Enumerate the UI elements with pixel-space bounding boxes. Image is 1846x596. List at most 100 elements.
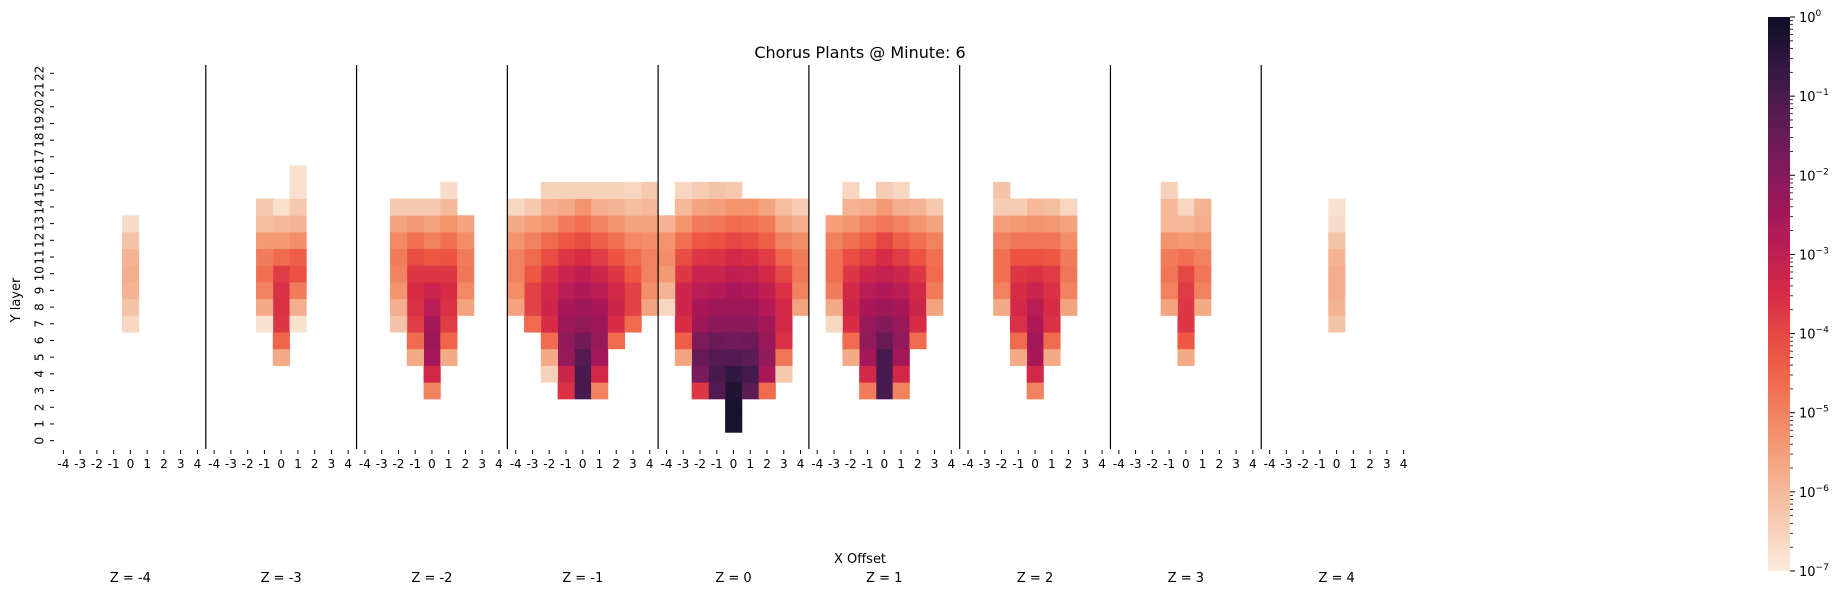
heatmap-cell [289, 181, 307, 199]
heatmap-cell [1177, 348, 1195, 366]
heatmap-cell [926, 231, 944, 250]
x-tick-label: 2 [612, 457, 620, 471]
heatmap-cell [624, 282, 642, 300]
heatmap-cell [1060, 198, 1078, 216]
heatmap-cell [423, 365, 441, 383]
heatmap-cell [758, 298, 776, 316]
panel-label: Z = -1 [562, 571, 603, 586]
heatmap-cell [591, 181, 609, 199]
y-tick-label: 8 [33, 303, 47, 311]
heatmap-cell [775, 215, 793, 233]
heatmap-cell [725, 332, 743, 350]
heatmap-cell [842, 181, 860, 199]
heatmap-cell [1043, 198, 1061, 216]
x-tick-label: -3 [979, 457, 991, 471]
heatmap-cell [289, 282, 307, 300]
x-tick-label: 2 [1216, 457, 1224, 471]
x-tick-label: 3 [1232, 457, 1240, 471]
heatmap-cell [440, 265, 458, 283]
heatmap-cell [842, 315, 860, 333]
heatmap-cell [390, 265, 408, 283]
heatmap-cell [825, 215, 843, 233]
x-tick-label: 3 [177, 457, 185, 471]
heatmap-cell [540, 215, 558, 233]
heatmap-cell [741, 382, 760, 400]
heatmap-cell [406, 215, 424, 233]
heatmap-cell [1177, 248, 1195, 266]
heatmap-cell [1160, 181, 1178, 199]
heatmap-cell [540, 198, 558, 216]
colorbar-tick-label: 100 [1799, 9, 1822, 26]
heatmap-cell [272, 231, 290, 250]
heatmap-cell [758, 198, 776, 216]
heatmap-cell [574, 348, 592, 366]
heatmap-cell [926, 248, 944, 266]
x-tick-label: -3 [526, 457, 538, 471]
heatmap-cell [624, 315, 642, 333]
x-tick-label: -4 [661, 457, 673, 471]
heatmap-cell [691, 265, 709, 283]
heatmap-cell [641, 265, 659, 283]
heatmap-cell [641, 298, 659, 316]
heatmap-cell [1160, 298, 1178, 316]
heatmap-cell [674, 231, 693, 250]
heatmap-cell [674, 298, 693, 316]
heatmap-cell [591, 265, 609, 283]
heatmap-cell [524, 198, 542, 216]
colorbar-tick-label: 10−4 [1799, 326, 1829, 343]
x-tick-label: -4 [1264, 457, 1276, 471]
y-tick-label: 21 [33, 82, 47, 97]
x-tick-label: -2 [845, 457, 857, 471]
heatmap-cell [574, 298, 592, 316]
x-tick-label: -3 [376, 457, 388, 471]
x-tick-label: 0 [1182, 457, 1190, 471]
y-tick-label: 5 [33, 353, 47, 361]
heatmap-cell [725, 231, 743, 250]
x-tick-label: 2 [160, 457, 168, 471]
x-tick-label: -3 [225, 457, 237, 471]
heatmap-cell [390, 231, 408, 250]
y-tick-label: 13 [33, 216, 47, 231]
heatmap-cell [423, 215, 441, 233]
heatmap-cell [1009, 332, 1028, 350]
heatmap-cell [1160, 231, 1178, 250]
heatmap-cell [775, 248, 793, 266]
heatmap-cell [993, 265, 1011, 283]
heatmap-cell [540, 298, 558, 316]
heatmap-cell [574, 198, 592, 216]
heatmap-cell [507, 198, 525, 216]
heatmap-cell [390, 248, 408, 266]
heatmap-cell [725, 398, 743, 417]
x-tick-label: -4 [962, 457, 974, 471]
heatmap-cell [674, 198, 693, 216]
heatmap-cell [390, 215, 408, 233]
heatmap-cell [457, 215, 475, 233]
heatmap-cell [775, 198, 793, 216]
heatmap-cell [557, 382, 575, 400]
heatmap-cell [440, 315, 458, 333]
heatmap-cell [272, 282, 290, 300]
x-tick-label: -2 [1146, 457, 1158, 471]
heatmap-cell [574, 215, 592, 233]
heatmap-cell [674, 282, 693, 300]
y-tick-label: 20 [33, 99, 47, 114]
panel-label: Z = 4 [1318, 571, 1354, 586]
x-tick-label: 1 [596, 457, 604, 471]
heatmap-cell [725, 181, 743, 199]
heatmap-cell [507, 248, 525, 266]
heatmap-cell [557, 265, 575, 283]
heatmap-cell [122, 282, 140, 300]
heatmap-cell [1043, 348, 1061, 366]
heatmap-cell [725, 382, 743, 400]
x-tick-label: 1 [445, 457, 453, 471]
heatmap-cell [406, 332, 424, 350]
heatmap-cell [1026, 231, 1044, 250]
heatmap-cell [1177, 231, 1195, 250]
heatmap-cell [725, 282, 743, 300]
heatmap-cell [289, 298, 307, 316]
heatmap-cell [993, 181, 1011, 199]
heatmap-cell [423, 315, 441, 333]
x-tick-label: -4 [208, 457, 220, 471]
heatmap-cell [842, 215, 860, 233]
heatmap-cell [557, 282, 575, 300]
